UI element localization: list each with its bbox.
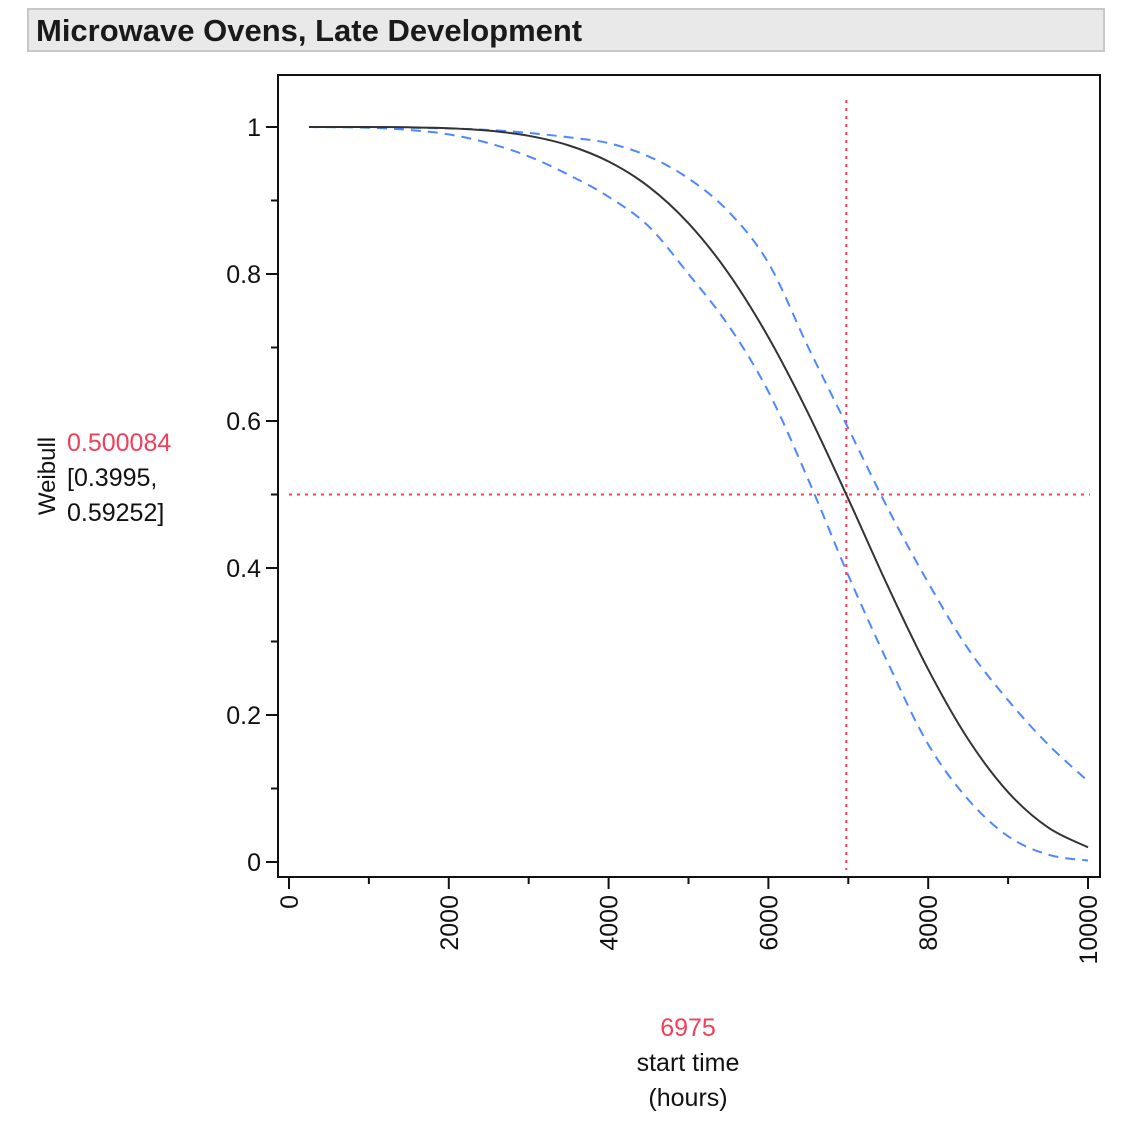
x-tick-label: 0 xyxy=(276,895,304,909)
y-tick-label: 0.6 xyxy=(226,408,261,436)
y-crosshair-value[interactable]: 0.500084 xyxy=(67,429,172,457)
x-tick-label: 4000 xyxy=(596,895,624,951)
y-tick-label: 1 xyxy=(247,114,261,142)
curve-lower xyxy=(308,126,1089,862)
y-tick-label: 0.2 xyxy=(226,702,261,730)
y-ci-lower: [0.3995, xyxy=(67,464,158,492)
x-axis-label-line1: start time xyxy=(636,1049,740,1077)
curve-estimate xyxy=(308,125,1089,849)
x-crosshair-value[interactable]: 6975 xyxy=(660,1014,716,1042)
x-axis-label-line2: (hours) xyxy=(648,1084,728,1112)
y-tick-label: 0.8 xyxy=(226,261,261,289)
x-tick-label: 2000 xyxy=(436,895,464,951)
chart-title: Microwave Ovens, Late Development xyxy=(36,13,583,48)
x-tick-label: 10000 xyxy=(1075,895,1103,965)
x-tick-label: 8000 xyxy=(915,895,943,951)
x-tick-label: 6000 xyxy=(755,895,783,951)
plot-frame xyxy=(277,74,1101,878)
chart-title-bar: Microwave Ovens, Late Development xyxy=(27,8,1105,52)
y-tick-label: 0 xyxy=(247,849,261,877)
y-ci-upper: 0.59252] xyxy=(67,499,165,527)
y-axis-label: Weibull xyxy=(34,436,61,516)
y-tick-label: 0.4 xyxy=(226,555,261,583)
